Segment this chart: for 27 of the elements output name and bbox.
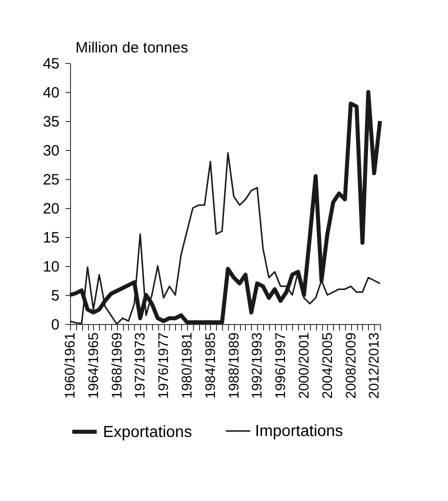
y-tick-label: 25 xyxy=(42,172,60,188)
x-tick-label: 1984/1985 xyxy=(202,332,218,399)
x-tick-label: 1976/1977 xyxy=(155,332,172,399)
y-tick-label: 5 xyxy=(51,288,60,304)
legend-label: Exportations xyxy=(103,424,192,441)
x-tick-label: 1980/1981 xyxy=(178,332,194,399)
x-tick-label: 1960/1961 xyxy=(62,332,78,399)
y-tick-label: 45 xyxy=(42,56,60,72)
x-tick-label: 1964/1965 xyxy=(84,332,101,399)
x-tick-label: 1968/1969 xyxy=(108,332,124,399)
x-tick-label: 2012/2013 xyxy=(366,332,382,399)
y-axis-title: Million de tonnes xyxy=(76,40,188,56)
legend-label: Importations xyxy=(255,423,344,440)
y-tick-label: 20 xyxy=(42,200,60,218)
x-tick-label: 1992/1993 xyxy=(248,332,265,399)
y-tick-label: 15 xyxy=(42,230,60,246)
y-tick-label: 0 xyxy=(51,316,60,334)
x-tick-label: 1972/1973 xyxy=(132,332,148,399)
x-tick-label: 2008/2009 xyxy=(342,332,358,399)
x-tick-label: 2004/2005 xyxy=(318,332,335,399)
x-tick-label: 2000/2001 xyxy=(295,332,312,399)
y-tick-label: 10 xyxy=(42,258,60,276)
x-tick-label: 1988/1989 xyxy=(225,332,242,399)
y-tick-label: 30 xyxy=(42,142,60,160)
y-tick-label: 40 xyxy=(42,84,60,102)
y-tick-label: 35 xyxy=(42,114,60,130)
x-tick-label: 1996/1997 xyxy=(272,332,288,399)
